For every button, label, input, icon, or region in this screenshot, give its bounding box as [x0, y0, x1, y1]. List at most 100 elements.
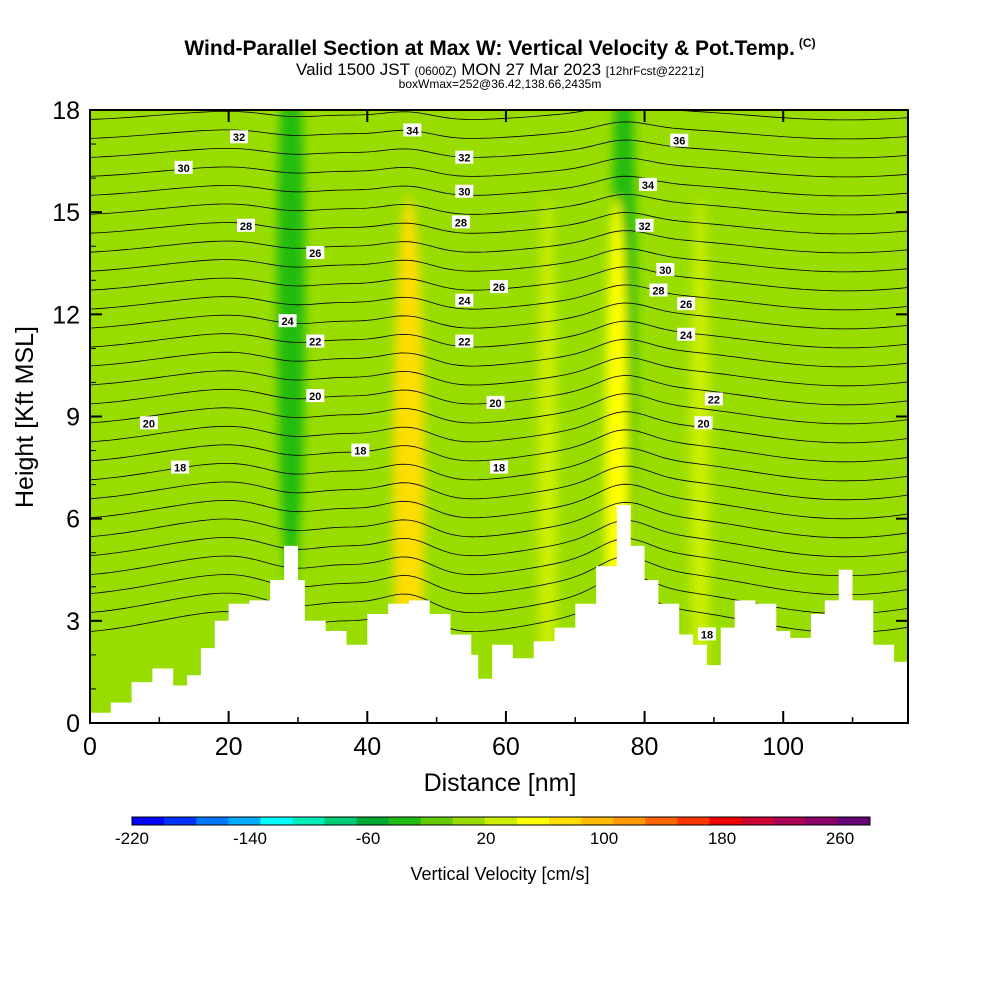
- colorbar-tick-label: 260: [826, 829, 854, 848]
- isentrope-label: 18: [171, 460, 190, 475]
- velocity-cell-0: [277, 110, 306, 586]
- isentrope-label-text: 22: [708, 394, 720, 406]
- y-axis-label: Height [Kft MSL]: [11, 326, 39, 508]
- velocity-cells: [277, 110, 711, 723]
- isentrope-label: 26: [306, 246, 325, 260]
- colorbar-swatch: [677, 817, 711, 825]
- isentrope-label: 22: [306, 334, 325, 349]
- isentrope-line: [90, 538, 908, 577]
- isentrope-label-text: 18: [174, 463, 186, 475]
- isentrope-label: 20: [139, 416, 158, 430]
- box-max-line: boxWmax=252@36.42,138.66,2435m: [398, 77, 602, 91]
- isentrope-line: [90, 411, 908, 444]
- colorbar: -220 -140 -60 20 100 180 260: [115, 816, 871, 848]
- isentrope-label-text: 20: [489, 398, 501, 410]
- isentrope-line: [90, 193, 908, 216]
- isentrope-label: 26: [677, 297, 696, 311]
- forecast-info: [12hrFcst@2221z]: [605, 64, 704, 78]
- isentrope-label-text: 26: [680, 299, 692, 311]
- x-tick-label: 60: [492, 733, 520, 761]
- isentrope-line: [90, 429, 908, 463]
- colorbar-swatch: [196, 817, 229, 825]
- isentrope-line: [90, 211, 908, 235]
- x-axis-label: Distance [nm]: [424, 769, 577, 797]
- isentrope-label-text: 20: [309, 391, 321, 403]
- isentrope-label-text: 32: [458, 153, 470, 165]
- isentrope-label-text: 34: [642, 180, 655, 192]
- colorbar-swatch: [452, 817, 486, 825]
- velocity-cell-2: [537, 196, 558, 723]
- x-tick-label: 40: [353, 733, 381, 761]
- isentrope-label: 24: [278, 314, 297, 328]
- isentrope-label-text: 18: [701, 629, 713, 641]
- y-tick-label: 12: [52, 301, 80, 329]
- colorbar-frame: [131, 816, 871, 826]
- x-tick-label: 100: [762, 733, 804, 761]
- isentrope-line: [90, 110, 908, 121]
- isentrope-line: [90, 302, 908, 330]
- isentrope-label-text: 24: [458, 296, 471, 308]
- terrain: [90, 505, 908, 723]
- colorbar-tick-label: 100: [590, 829, 618, 848]
- colorbar-swatch: [773, 817, 807, 825]
- isentrope-label-text: 18: [354, 446, 366, 458]
- chart-title: Wind-Parallel Section at Max W: Vertical…: [0, 36, 1000, 61]
- isentrope-line: [90, 157, 908, 178]
- y-tick-label: 15: [52, 199, 80, 227]
- isentrope-labels: 32 30 28 26 24 22 20 20 18 18 34 32 30 28 26 24 22 20 18 36…: [139, 123, 723, 641]
- isentrope-line: [90, 284, 908, 311]
- valid-prefix: Valid 1500 JST: [296, 60, 415, 79]
- isentrope-label-text: 18: [493, 463, 505, 475]
- colorbar-tick-label: -220: [115, 829, 149, 848]
- isentrope-label-text: 30: [659, 265, 671, 277]
- isentrope-label: 28: [236, 218, 255, 233]
- isentrope-label-text: 32: [233, 132, 245, 144]
- isentrope-line: [90, 121, 908, 140]
- colorbar-swatch: [549, 817, 582, 825]
- isentrope-label-text: 36: [673, 136, 685, 148]
- isentrope-label: 18: [490, 460, 508, 475]
- colorbar-swatch: [837, 817, 871, 825]
- isentrope-label-text: 22: [309, 337, 321, 349]
- potential-temperature-contours: [90, 86, 908, 634]
- copyright-mark: (C): [798, 36, 816, 50]
- isentrope-label: 30: [656, 263, 675, 277]
- valid-utc: (0600Z): [414, 64, 457, 78]
- colorbar-tick-label: 180: [708, 829, 736, 848]
- isentrope-label-text: 28: [455, 217, 467, 229]
- velocity-cell-1: [393, 196, 425, 723]
- y-tick-label: 18: [52, 97, 80, 125]
- isentrope-line: [90, 393, 908, 425]
- isentrope-label: 34: [403, 123, 422, 137]
- y-tick-label: 3: [66, 608, 80, 636]
- isentrope-line: [90, 86, 908, 101]
- isentrope-label: 24: [455, 293, 474, 308]
- isentrope-line: [90, 320, 908, 349]
- isentrope-label: 20: [486, 395, 505, 410]
- isentrope-line: [90, 230, 908, 254]
- isentrope-label-text: 26: [309, 248, 321, 260]
- isentrope-line: [90, 139, 908, 159]
- isentrope-label-text: 30: [458, 187, 470, 199]
- isentrope-label: 20: [306, 389, 325, 403]
- isentrope-line: [90, 519, 908, 558]
- colorbar-swatch: [805, 817, 839, 825]
- isentrope-label-text: 22: [458, 337, 470, 349]
- x-tick-label: 20: [215, 733, 243, 761]
- isentrope-label: 28: [451, 215, 470, 229]
- isentrope-line: [90, 248, 908, 273]
- colorbar-tick-label: -60: [356, 829, 381, 848]
- isentrope-label: 28: [649, 283, 668, 297]
- isentrope-label: 22: [455, 334, 474, 349]
- terrain-fill: [90, 505, 908, 723]
- colorbar-tick-label: 20: [477, 829, 496, 848]
- isentrope-line: [90, 356, 908, 387]
- colorbar-swatch: [260, 817, 293, 825]
- colorbar-swatch: [484, 817, 518, 825]
- isentrope-line: [90, 483, 908, 520]
- colorbar-swatch: [581, 817, 614, 825]
- isentrope-line: [90, 175, 908, 197]
- isentrope-line: [90, 447, 908, 482]
